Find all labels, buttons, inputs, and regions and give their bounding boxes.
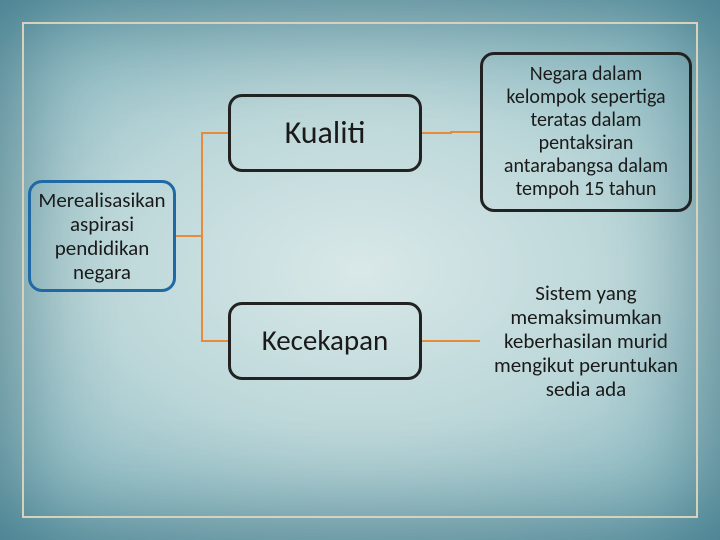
kecekapan-node: Kecekapan [228,302,422,380]
kecekapan-description-label: Sistem yang memaksimumkan keberhasilan m… [492,281,680,402]
kualiti-node-label: Kualiti [285,115,366,152]
kecekapan-description-node: Sistem yang memaksimumkan keberhasilan m… [480,266,692,416]
root-node-label: Merealisasikan aspirasi pendidikan negar… [38,188,165,285]
root-node: Merealisasikan aspirasi pendidikan negar… [28,180,176,292]
kualiti-description-label: Negara dalam kelompok sepertiga teratas … [495,63,677,201]
kualiti-node: Kualiti [228,94,422,172]
kualiti-description-node: Negara dalam kelompok sepertiga teratas … [480,52,692,212]
kecekapan-node-label: Kecekapan [262,324,389,357]
